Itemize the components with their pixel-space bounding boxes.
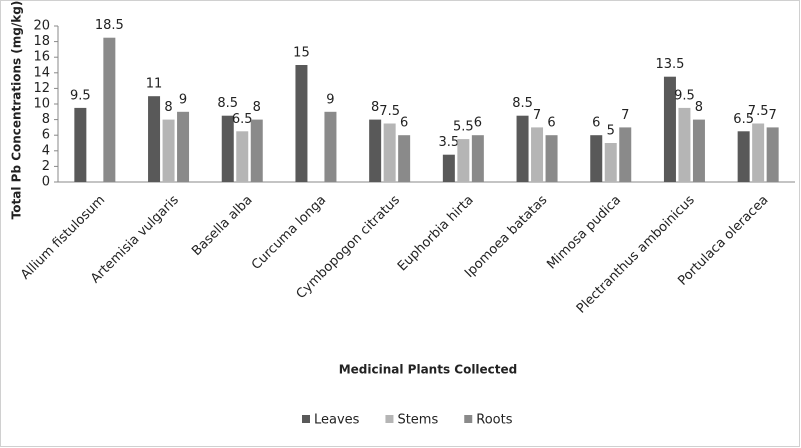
value-label: 8.5	[512, 96, 533, 111]
bar	[516, 115, 529, 182]
value-label: 8	[371, 100, 379, 115]
y-tick-label: 0	[42, 175, 50, 190]
legend-swatch	[464, 415, 473, 423]
bar	[398, 135, 411, 182]
value-label: 9.5	[70, 88, 91, 103]
value-label: 7	[769, 108, 777, 123]
value-label: 18.5	[95, 18, 124, 33]
value-label: 8	[164, 100, 172, 115]
bar	[692, 119, 705, 182]
value-label: 3.5	[439, 135, 460, 150]
y-tick-label: 12	[33, 81, 50, 96]
y-tick-label: 6	[42, 128, 50, 143]
value-label: 9.5	[674, 88, 695, 103]
bar	[545, 135, 558, 182]
y-tick-label: 4	[42, 143, 50, 158]
bar	[148, 96, 161, 182]
bar	[74, 107, 87, 182]
legend-label: Roots	[476, 413, 512, 428]
y-tick-label: 16	[33, 50, 50, 65]
value-label: 9	[179, 92, 187, 107]
value-label: 6	[474, 116, 482, 131]
value-label: 6	[400, 116, 408, 131]
value-label: 5.5	[453, 120, 474, 135]
bar	[737, 131, 750, 182]
bar	[369, 119, 382, 182]
bar	[162, 119, 175, 182]
value-label: 11	[146, 77, 163, 92]
bar	[531, 127, 544, 182]
bar	[590, 135, 603, 182]
value-label: 15	[293, 46, 310, 61]
bar	[619, 127, 632, 182]
value-label: 7.5	[379, 104, 400, 119]
value-label: 5	[607, 124, 615, 139]
bar	[663, 76, 676, 182]
y-tick-label: 14	[33, 65, 50, 80]
y-axis-title: Total Pb Concentrations (mg/kg)	[10, 1, 24, 220]
y-tick-label: 10	[33, 97, 50, 112]
value-label: 8	[695, 100, 703, 115]
bar	[752, 123, 765, 182]
value-label: 9	[326, 92, 334, 107]
bar	[766, 127, 779, 182]
y-tick-label: 8	[42, 112, 50, 127]
x-axis-title: Medicinal Plants Collected	[339, 363, 518, 377]
bar	[324, 111, 337, 182]
value-label: 6.5	[733, 112, 754, 127]
value-label: 13.5	[655, 57, 684, 72]
bar	[383, 123, 396, 182]
bar	[678, 107, 691, 182]
legend-swatch	[302, 415, 310, 423]
bar	[103, 37, 116, 183]
value-label: 8	[253, 100, 261, 115]
legend-label: Stems	[397, 413, 438, 428]
y-tick-label: 20	[33, 19, 50, 34]
bar	[471, 135, 484, 182]
value-label: 6	[547, 116, 555, 131]
value-label: 6	[592, 116, 600, 131]
bar	[250, 119, 263, 182]
value-label: 8.5	[217, 96, 238, 111]
bar	[604, 143, 617, 182]
value-label: 7	[533, 108, 541, 123]
bar	[236, 131, 249, 182]
y-tick-label: 18	[33, 34, 50, 49]
legend-label: Leaves	[314, 413, 360, 428]
value-label: 7.5	[748, 104, 769, 119]
value-label: 6.5	[232, 112, 253, 127]
bar	[442, 154, 455, 182]
value-label: 7	[621, 108, 629, 123]
bar	[221, 115, 234, 182]
bar	[177, 111, 190, 182]
legend-swatch	[385, 415, 394, 423]
y-tick-label: 2	[42, 159, 50, 174]
bar	[295, 65, 308, 182]
bar	[457, 139, 470, 182]
